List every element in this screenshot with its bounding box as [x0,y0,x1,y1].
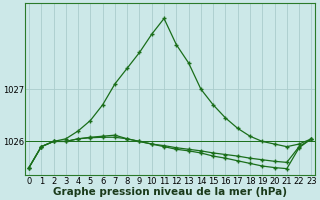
X-axis label: Graphe pression niveau de la mer (hPa): Graphe pression niveau de la mer (hPa) [53,187,287,197]
